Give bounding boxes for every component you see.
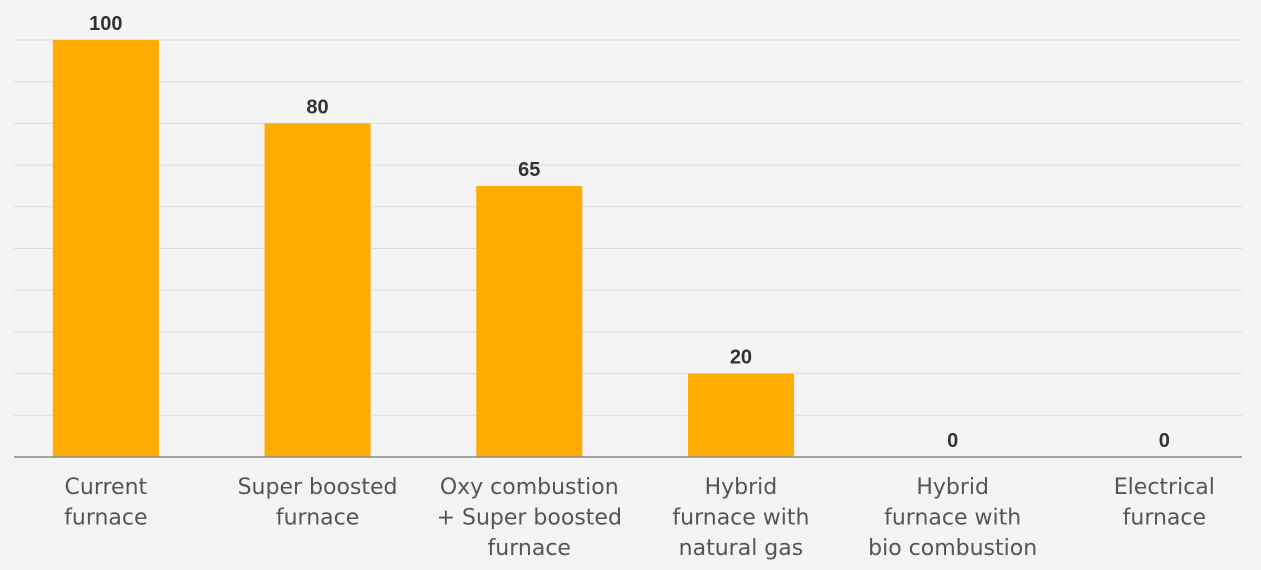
category-label: furnace [1123,506,1206,531]
category-label: Electrical [1114,475,1215,500]
bar [476,185,583,457]
data-labels: 100 80 65 20 0 0 [89,13,1170,452]
data-label: 0 [947,430,958,452]
category-label: Hybrid [916,475,989,500]
category-label: bio combustion [868,536,1037,561]
category-label: + Super boosted [437,506,622,531]
data-label: 100 [89,13,122,35]
category-labels: Current furnace Super boosted furnace Oxy co… [64,475,1215,561]
bars [52,40,794,458]
category-label: furnace with [884,506,1021,531]
category-label: Current [65,475,148,500]
data-label: 65 [518,159,540,181]
bar [687,373,794,457]
data-label: 80 [306,96,328,118]
category-label: furnace [488,536,571,561]
gridlines [14,39,1242,416]
data-label: 20 [730,347,752,369]
category-label: furnace [276,506,359,531]
data-label: 0 [1159,430,1170,452]
bar [52,40,159,457]
category-label: Super boosted [238,475,398,500]
bar [264,123,371,458]
category-label: Oxy combustion [440,475,619,500]
category-label: natural gas [679,536,804,561]
category-label: Hybrid [705,475,778,500]
category-label: furnace [64,506,147,531]
category-label: furnace with [672,506,809,531]
